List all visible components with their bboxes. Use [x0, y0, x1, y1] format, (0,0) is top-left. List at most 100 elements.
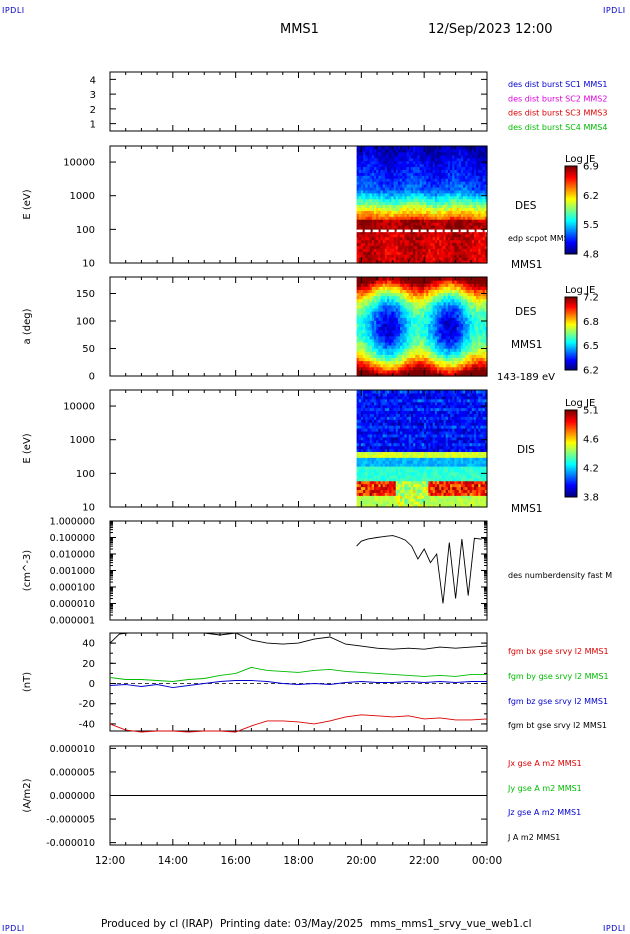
- des_pitch-cell: [471, 348, 475, 352]
- dis_energy-cell: [374, 489, 377, 493]
- des_pitch-cell: [473, 329, 477, 334]
- des_energy-cell: [428, 248, 432, 252]
- des_energy-cell: [400, 166, 403, 170]
- des_energy-cell: [447, 219, 451, 223]
- des_energy-cell: [450, 163, 453, 168]
- des_pitch-cell: [393, 357, 397, 362]
- des_pitch-cell: [404, 314, 408, 318]
- dis_energy-cell: [369, 433, 373, 438]
- dis_energy-cell: [374, 471, 377, 476]
- des_energy-cell: [480, 248, 484, 252]
- des_pitch-cell: [415, 277, 419, 281]
- des_energy-cell: [391, 248, 395, 252]
- des_energy-cell: [439, 148, 442, 153]
- des_pitch-cell: [469, 323, 473, 328]
- des_pitch-cell: [393, 307, 397, 312]
- des_energy-cell: [367, 207, 371, 211]
- des_energy-cell: [389, 254, 392, 258]
- des_energy-cell: [460, 181, 464, 185]
- des_pitch-cell: [439, 348, 442, 352]
- des_energy-cell: [421, 184, 425, 188]
- des-pitch-ytick-label: 150: [76, 289, 95, 300]
- des_pitch-cell: [400, 332, 403, 337]
- des_energy-cell: [428, 148, 432, 153]
- des_energy-cell: [456, 169, 460, 173]
- des_pitch-cell: [395, 277, 399, 281]
- dis_energy-cell: [363, 477, 366, 482]
- des_energy-cell: [439, 251, 442, 255]
- des_energy-cell: [369, 207, 373, 211]
- des_pitch-cell: [437, 289, 440, 294]
- des_pitch-cell: [460, 360, 464, 365]
- des_pitch-cell: [384, 369, 388, 374]
- des_energy-cell: [410, 154, 414, 159]
- des_energy-cell: [439, 186, 442, 191]
- des_pitch-cell: [463, 363, 466, 368]
- des_energy-cell: [478, 239, 482, 244]
- des_pitch-cell: [360, 363, 364, 368]
- des_energy-cell: [456, 236, 460, 241]
- des_pitch-cell: [445, 354, 449, 359]
- des_energy-cell: [365, 181, 369, 185]
- des_energy-colorbar-cell: [565, 177, 577, 180]
- des_pitch-cell: [384, 354, 388, 359]
- des_energy-cell: [371, 154, 375, 159]
- des_energy-cell: [421, 207, 425, 211]
- des_pitch-cell: [410, 372, 414, 377]
- des_pitch-cell: [376, 283, 379, 287]
- des_pitch-cell: [432, 360, 436, 365]
- des_pitch-cell: [428, 363, 432, 368]
- des_energy-cell: [378, 181, 382, 185]
- des_energy-cell: [467, 239, 471, 244]
- des_energy-cell: [441, 207, 445, 211]
- des_energy-cell: [430, 151, 434, 156]
- dis_energy-cell: [371, 454, 375, 458]
- des_pitch-cell: [478, 304, 482, 309]
- des_energy-cell: [363, 204, 366, 209]
- dis_energy-cell: [365, 466, 369, 470]
- dis_energy-cell: [360, 428, 364, 432]
- des_energy-cell: [454, 239, 458, 244]
- des_energy-cell: [404, 251, 408, 255]
- des_pitch-cell: [467, 335, 471, 340]
- des_energy-cell: [380, 260, 384, 264]
- des_energy-cell: [389, 233, 392, 238]
- des_energy-cell: [426, 201, 429, 206]
- des_energy-cell: [376, 157, 379, 162]
- des_energy-cell: [478, 192, 482, 197]
- dis_energy-cell: [358, 463, 362, 467]
- des_pitch-cell: [413, 332, 416, 337]
- des_pitch-cell: [463, 307, 466, 312]
- des_energy-cell: [410, 248, 414, 252]
- des_energy-cell: [408, 184, 412, 188]
- dis_energy-cell: [374, 477, 377, 482]
- des_energy-cell: [454, 166, 458, 170]
- des_energy-cell: [447, 254, 451, 258]
- dis_energy-cell: [367, 504, 371, 508]
- des_energy-cell: [452, 198, 455, 203]
- des_energy-cell: [458, 181, 462, 185]
- des_energy-cell: [402, 222, 406, 226]
- des_energy-cell: [378, 184, 382, 188]
- des_energy-cell: [365, 184, 369, 188]
- des_energy-cell: [482, 245, 486, 249]
- des_energy-cell: [400, 230, 403, 235]
- des_pitch-cell: [467, 332, 471, 337]
- des_pitch-cell: [456, 292, 460, 297]
- des_pitch-cell: [447, 338, 451, 343]
- des_pitch-cell: [376, 329, 379, 334]
- des_energy-cell: [408, 248, 412, 252]
- dis_energy-cell: [371, 430, 375, 435]
- des_pitch-cell: [447, 301, 451, 306]
- des_pitch-cell: [363, 307, 366, 312]
- des_energy-cell: [363, 175, 366, 179]
- des_pitch-cell: [423, 326, 427, 331]
- des_energy-cell: [454, 230, 458, 235]
- des_energy-cell: [400, 192, 403, 197]
- des_pitch-cell: [358, 277, 362, 281]
- des_energy-cell: [376, 163, 379, 168]
- des_energy-cell: [460, 154, 464, 159]
- des_energy-cell: [380, 236, 384, 241]
- des_pitch-cell: [380, 286, 384, 290]
